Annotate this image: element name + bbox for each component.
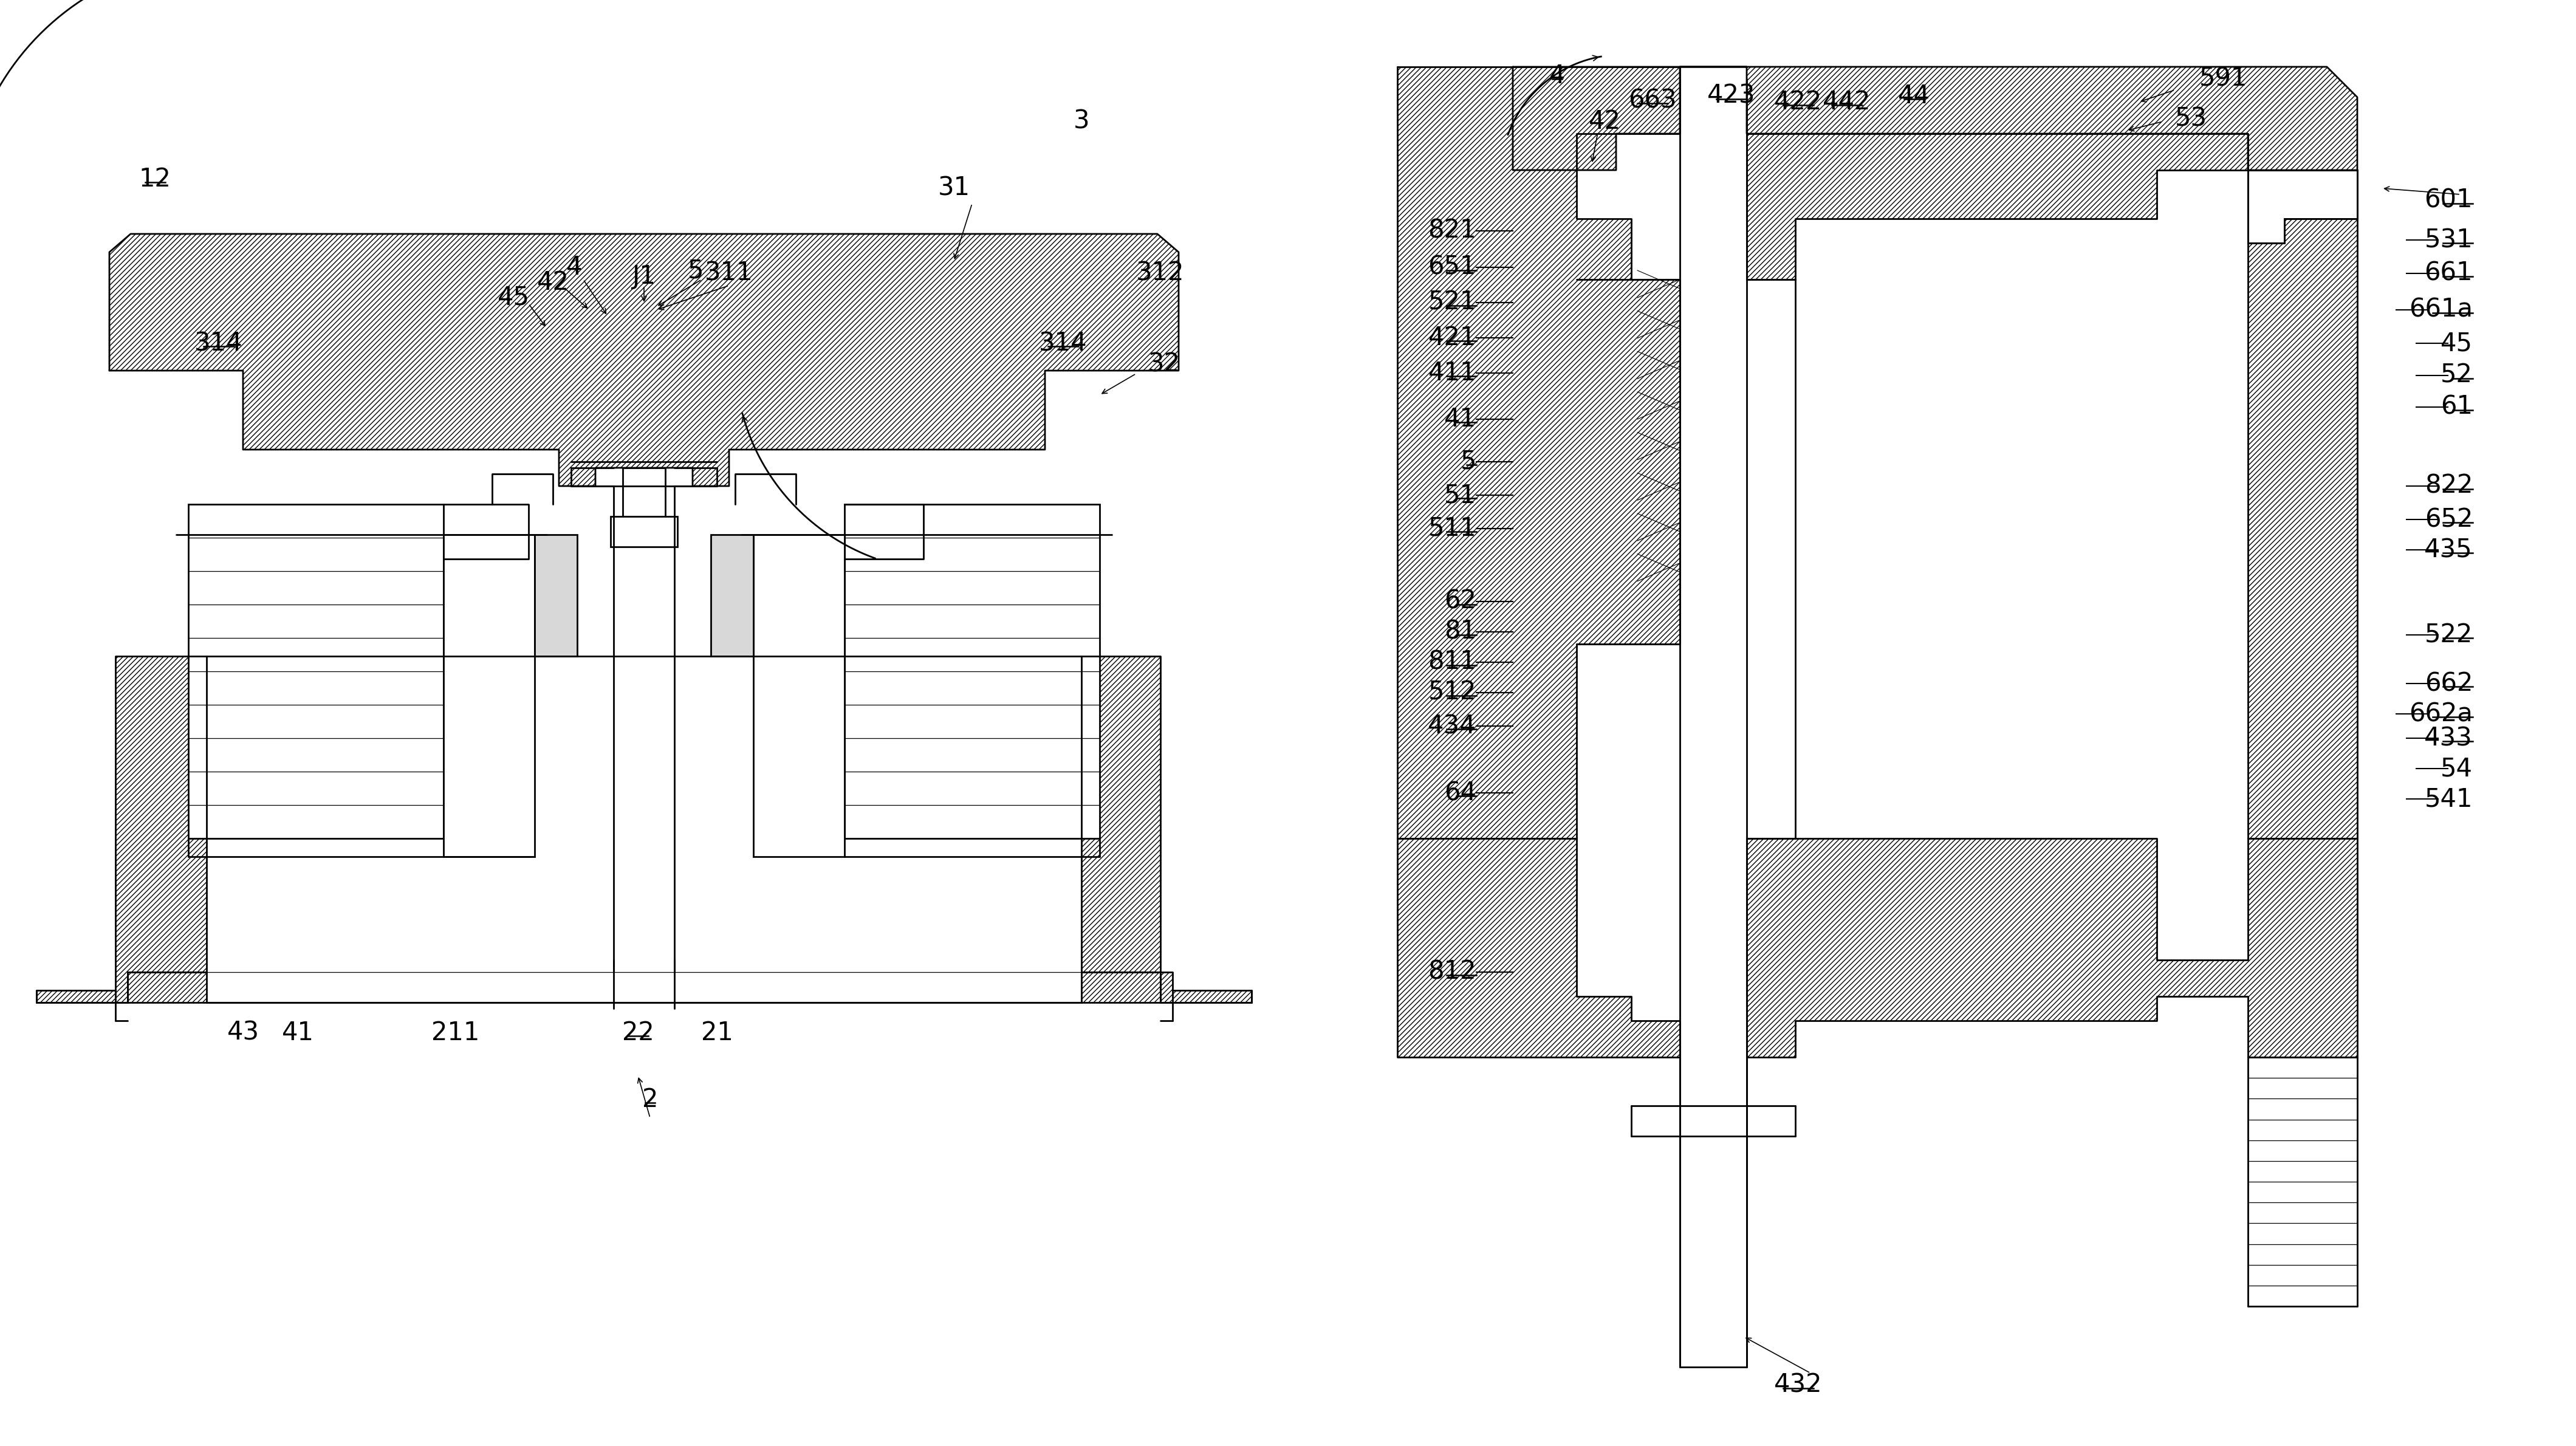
Text: 211: 211 xyxy=(433,1019,479,1045)
Text: 822: 822 xyxy=(2424,473,2473,499)
Polygon shape xyxy=(129,972,1159,1002)
Text: 61: 61 xyxy=(2439,395,2473,419)
Text: 2: 2 xyxy=(641,1087,657,1112)
Text: 53: 53 xyxy=(2174,106,2208,132)
Text: 421: 421 xyxy=(1427,325,1476,350)
Text: 4: 4 xyxy=(1548,64,1566,88)
Text: 45: 45 xyxy=(497,285,531,311)
Text: 591: 591 xyxy=(2200,67,2246,91)
Text: 81: 81 xyxy=(1445,619,1476,645)
Text: 541: 541 xyxy=(2424,787,2473,811)
Text: 312: 312 xyxy=(1136,260,1185,286)
Text: 5: 5 xyxy=(1461,450,1476,474)
Bar xyxy=(752,535,845,856)
Polygon shape xyxy=(1512,67,2357,171)
Text: 314: 314 xyxy=(1038,331,1087,356)
Text: 44: 44 xyxy=(1899,84,1929,108)
Text: 821: 821 xyxy=(1427,218,1476,243)
Polygon shape xyxy=(2249,171,2357,839)
Text: 411: 411 xyxy=(1427,360,1476,386)
Text: 42: 42 xyxy=(536,270,569,295)
Bar xyxy=(845,505,1100,839)
Text: 663: 663 xyxy=(1628,88,1677,113)
Text: 3: 3 xyxy=(1074,108,1090,134)
Text: 521: 521 xyxy=(1427,289,1476,315)
Text: 45: 45 xyxy=(2439,331,2473,356)
Text: 811: 811 xyxy=(1427,649,1476,675)
Text: 511: 511 xyxy=(1427,516,1476,541)
Text: 5: 5 xyxy=(688,257,703,283)
Text: 435: 435 xyxy=(2424,536,2473,562)
Text: 661a: 661a xyxy=(2409,296,2473,322)
Text: 434: 434 xyxy=(1427,713,1476,739)
Text: 52: 52 xyxy=(2439,363,2473,388)
Text: 531: 531 xyxy=(2424,227,2473,253)
Text: 22: 22 xyxy=(621,1019,654,1045)
Text: 423: 423 xyxy=(1708,84,1757,108)
Bar xyxy=(611,516,677,547)
Text: 442: 442 xyxy=(1824,90,1870,114)
Text: 32: 32 xyxy=(1149,351,1180,377)
Text: J1: J1 xyxy=(631,263,657,289)
Text: 31: 31 xyxy=(938,175,971,201)
Text: 812: 812 xyxy=(1427,959,1476,985)
Text: 62: 62 xyxy=(1445,589,1476,615)
Text: 311: 311 xyxy=(706,260,752,286)
Polygon shape xyxy=(1747,133,2249,279)
Text: 12: 12 xyxy=(139,166,170,192)
Text: 41: 41 xyxy=(1445,406,1476,432)
Text: 662a: 662a xyxy=(2409,701,2473,727)
Text: 51: 51 xyxy=(1445,483,1476,508)
Text: 652: 652 xyxy=(2424,506,2473,532)
Text: 512: 512 xyxy=(1427,680,1476,706)
Bar xyxy=(613,486,675,972)
Bar xyxy=(536,535,577,656)
Text: 651: 651 xyxy=(1427,254,1476,281)
Text: 601: 601 xyxy=(2424,188,2473,213)
Polygon shape xyxy=(1396,67,1680,839)
Text: 522: 522 xyxy=(2424,622,2473,648)
Text: 433: 433 xyxy=(2424,726,2473,750)
Bar xyxy=(711,535,752,656)
Text: 314: 314 xyxy=(196,331,242,356)
Text: 54: 54 xyxy=(2439,756,2473,781)
Polygon shape xyxy=(2249,171,2357,243)
Text: 661: 661 xyxy=(2424,260,2473,286)
Bar xyxy=(443,535,536,856)
Polygon shape xyxy=(36,656,206,1002)
Bar xyxy=(188,505,443,839)
Text: 432: 432 xyxy=(1775,1372,1821,1398)
Text: 662: 662 xyxy=(2424,671,2473,697)
Polygon shape xyxy=(108,234,1180,486)
Bar xyxy=(623,469,665,516)
Text: 422: 422 xyxy=(1775,90,1821,114)
Polygon shape xyxy=(1082,656,1252,1002)
Text: 64: 64 xyxy=(1445,779,1476,805)
Text: 42: 42 xyxy=(1589,108,1620,134)
Text: 21: 21 xyxy=(701,1019,734,1045)
Text: 41: 41 xyxy=(281,1019,314,1045)
Polygon shape xyxy=(1396,839,1680,1057)
Text: 43: 43 xyxy=(227,1019,260,1045)
Polygon shape xyxy=(1747,839,2357,1057)
Text: 4: 4 xyxy=(567,254,582,281)
